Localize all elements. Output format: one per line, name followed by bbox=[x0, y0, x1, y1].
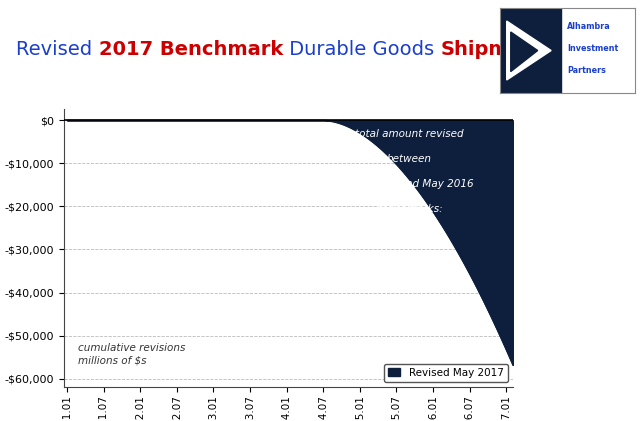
Text: -$56.8 billion: -$56.8 billion bbox=[363, 254, 456, 267]
Text: Alhambra: Alhambra bbox=[567, 22, 611, 32]
Text: Revised: Revised bbox=[16, 40, 99, 59]
Text: between: between bbox=[387, 154, 432, 164]
Text: cumulative revisions
millions of $s: cumulative revisions millions of $s bbox=[78, 344, 185, 365]
Text: total amount revised: total amount revised bbox=[355, 129, 464, 139]
Legend: Revised May 2017: Revised May 2017 bbox=[383, 364, 508, 382]
Text: May 2017 and May 2016: May 2017 and May 2016 bbox=[345, 179, 474, 189]
Text: benchmarks:: benchmarks: bbox=[376, 204, 444, 214]
Text: Partners: Partners bbox=[567, 66, 606, 75]
Polygon shape bbox=[507, 21, 551, 80]
Text: 2017 Benchmark: 2017 Benchmark bbox=[99, 40, 283, 59]
Text: Investment: Investment bbox=[567, 44, 619, 53]
Text: Durable Goods: Durable Goods bbox=[283, 40, 440, 59]
Polygon shape bbox=[511, 32, 538, 72]
Polygon shape bbox=[500, 8, 561, 93]
Text: Shipments: Shipments bbox=[440, 40, 557, 59]
